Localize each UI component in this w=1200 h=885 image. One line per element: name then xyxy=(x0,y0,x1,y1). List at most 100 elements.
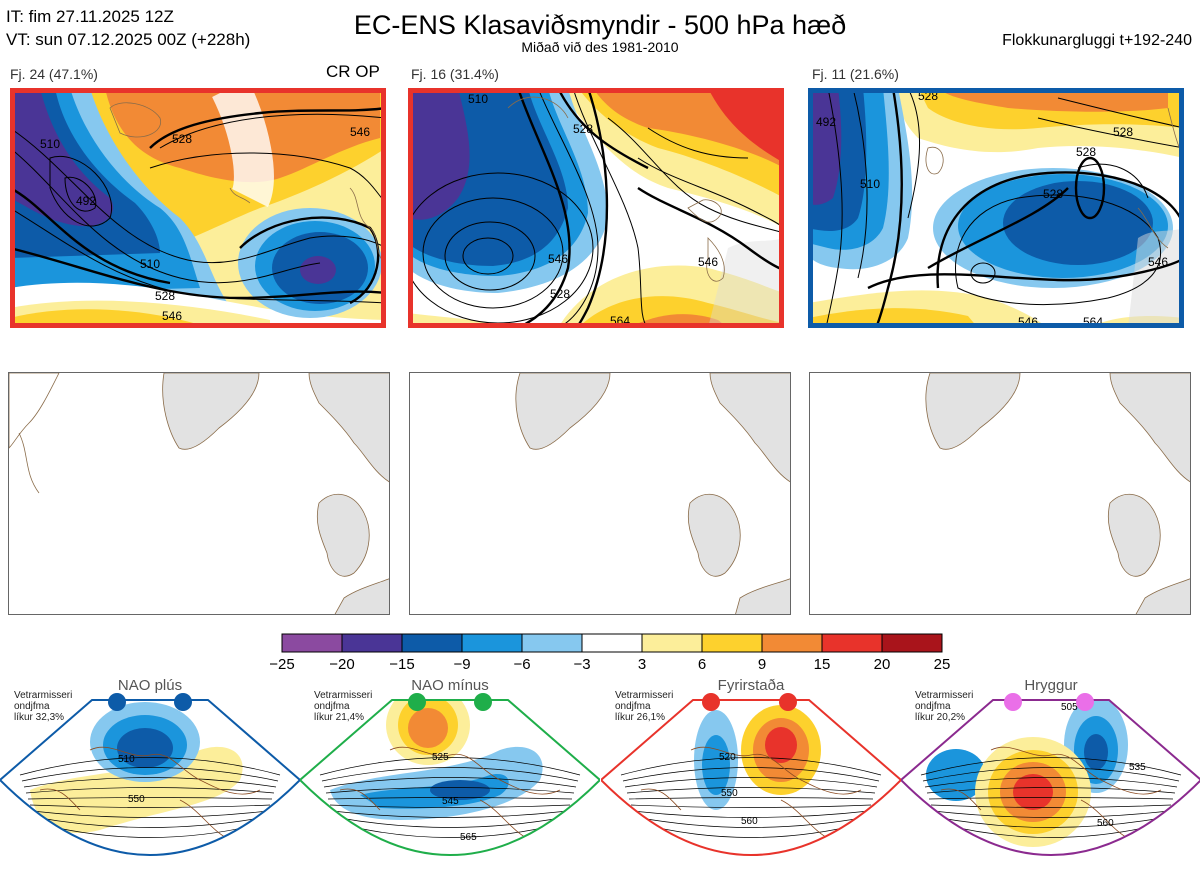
landmass-outline xyxy=(925,373,1190,614)
contour-label: 525 xyxy=(432,752,449,763)
classification-window: Flokkunargluggi t+192-240 xyxy=(1002,32,1192,49)
regime-marker-dot xyxy=(174,693,192,711)
regime-name: Hryggur xyxy=(1024,677,1078,694)
landmass-outline xyxy=(9,373,389,614)
colorbar-bin xyxy=(341,633,403,653)
colorbar-tick-label: −15 xyxy=(389,656,415,673)
control-operational-tag: CR OP xyxy=(326,62,380,81)
colorbar-bin xyxy=(521,633,583,653)
contour-label: 528 xyxy=(155,289,175,303)
regime-map: 510 550 xyxy=(0,693,302,856)
cluster-label-3: Fj. 11 (21.6%) xyxy=(812,66,899,82)
contour-label: 550 xyxy=(128,794,145,805)
initial-time: IT: fim 27.11.2025 12Z xyxy=(6,7,174,26)
contour-label: 546 xyxy=(548,252,568,266)
blank-map-2[interactable] xyxy=(409,372,791,615)
colorbar-bin xyxy=(761,633,823,653)
contour-label: 565 xyxy=(460,832,477,843)
colorbar-tick-label: 20 xyxy=(873,656,891,673)
regime-marker-dot xyxy=(408,693,426,711)
contour-label: 528 xyxy=(550,287,570,301)
contour-label: 546 xyxy=(1148,255,1168,269)
cluster-map-1[interactable]: 528 546 510 528 546 492 510 xyxy=(10,88,386,328)
colorbar-bin xyxy=(401,633,463,653)
contour-label: 546 xyxy=(350,125,370,139)
regime-marker-dot xyxy=(474,693,492,711)
contour-label: 528 xyxy=(1043,187,1063,201)
regime-marker-dot xyxy=(702,693,720,711)
contour-label: 546 xyxy=(698,255,718,269)
colorbar-tick-label: −25 xyxy=(269,656,295,673)
contour-label: 510 xyxy=(140,257,160,271)
cluster-map-2[interactable]: 510 528 546 528 546 564 xyxy=(408,88,784,328)
colorbar-tick-label: −20 xyxy=(329,656,355,673)
contour-label: 545 xyxy=(442,796,459,807)
colorbar-bin xyxy=(641,633,703,653)
cluster-label-2: Fj. 16 (31.4%) xyxy=(411,66,499,82)
colorbar-tick-label: −6 xyxy=(513,656,531,673)
regime-marker-dot xyxy=(1004,693,1022,711)
colorbar-tick-label: 25 xyxy=(933,656,951,673)
cluster-frame xyxy=(10,88,386,328)
colorbar-tick-label: 3 xyxy=(637,656,647,673)
contour-label: 528 xyxy=(1113,125,1133,139)
cluster-map-3[interactable]: 492 528 528 528 528 510 546 546 564 xyxy=(808,88,1184,328)
colorbar-bin xyxy=(461,633,523,653)
blank-map-1[interactable] xyxy=(8,372,390,615)
run-info: IT: fim 27.11.2025 12Z VT: sun 07.12.202… xyxy=(6,5,250,51)
regime-marker-dot xyxy=(779,693,797,711)
regime-climatology: Vetrarmisseri ondjfma líkur 21,4% xyxy=(314,690,373,723)
contour-label: 492 xyxy=(816,115,836,129)
colorbar-tick-label: −9 xyxy=(453,656,471,673)
regime-map: 505 535 560 xyxy=(899,693,1200,856)
contour-label: 546 xyxy=(162,309,182,323)
blank-map-3[interactable] xyxy=(809,372,1191,615)
cluster-frame xyxy=(808,88,1184,328)
landmass-outline xyxy=(515,373,790,614)
valid-time: VT: sun 07.12.2025 00Z (+228h) xyxy=(6,30,251,49)
cluster-map-3-graphic: 492 528 528 528 528 510 546 546 564 xyxy=(808,88,1184,328)
regime-name: NAO plús xyxy=(117,677,183,694)
regime-map: 520 550 560 xyxy=(599,693,903,856)
cluster-label-1: Fj. 24 (47.1%) xyxy=(10,66,98,82)
colorbar-tick-label: 6 xyxy=(697,656,707,673)
climatology-subtitle: Miðað við des 1981-2010 xyxy=(521,39,679,55)
regime-climatology: Vetrarmisseri ondjfma líkur 26,1% xyxy=(615,690,674,723)
contour-label: 520 xyxy=(719,752,736,763)
contour-label: 510 xyxy=(860,177,880,191)
regime-name: Fyrirstaða xyxy=(717,677,785,694)
colorbar-bin xyxy=(821,633,883,653)
regime-panel[interactable]: 510 550 Vetrarmisseri ondjfma líkur 32,3% NAO… xyxy=(0,677,302,880)
page-title: EC-ENS Klasaviðsmyndir - 500 hPa hæð xyxy=(353,10,847,40)
contour-label: 560 xyxy=(741,816,758,827)
contour-label: 510 xyxy=(468,92,488,106)
contour-label: 492 xyxy=(76,194,96,208)
contour-label: 528 xyxy=(172,132,192,146)
regime-climatology: Vetrarmisseri ondjfma líkur 32,3% xyxy=(14,690,73,723)
colorbar-tick-label: 9 xyxy=(757,656,767,673)
contour-label: 528 xyxy=(1076,145,1096,159)
regime-climatology: Vetrarmisseri ondjfma líkur 20,2% xyxy=(915,690,974,723)
contour-label: 528 xyxy=(573,122,593,136)
cluster-frame xyxy=(408,88,784,328)
colorbar-bin xyxy=(281,633,343,653)
contour-label: 560 xyxy=(1097,818,1114,829)
regime-marker-dot xyxy=(1076,693,1094,711)
contour-label: 505 xyxy=(1061,702,1078,713)
colorbar-bin xyxy=(881,633,943,653)
regime-panel[interactable]: 505 535 560 Vetrarmisseri ondjfma líkur 20,2%… xyxy=(899,677,1200,880)
regime-map: 525 545 565 xyxy=(298,693,602,856)
contour-label: 550 xyxy=(721,788,738,799)
regime-panel[interactable]: 520 550 560 Vetrarmisseri ondjfma líkur 26,1%… xyxy=(599,677,903,880)
regime-name: NAO mínus xyxy=(411,677,489,694)
contour-label: 535 xyxy=(1129,762,1146,773)
contour-label: 510 xyxy=(118,754,135,765)
colorbar-bin xyxy=(701,633,763,653)
colorbar-tick-label: −3 xyxy=(573,656,591,673)
regime-panel[interactable]: 525 545 565 Vetrarmisseri ondjfma líkur 21,4%… xyxy=(298,677,602,880)
contour-label: 510 xyxy=(40,137,60,151)
regime-marker-dot xyxy=(108,693,126,711)
anomaly-colorbar xyxy=(281,633,943,653)
cluster-map-2-graphic: 510 528 546 528 546 564 xyxy=(408,88,784,328)
colorbar-tick-label: 15 xyxy=(813,656,831,673)
